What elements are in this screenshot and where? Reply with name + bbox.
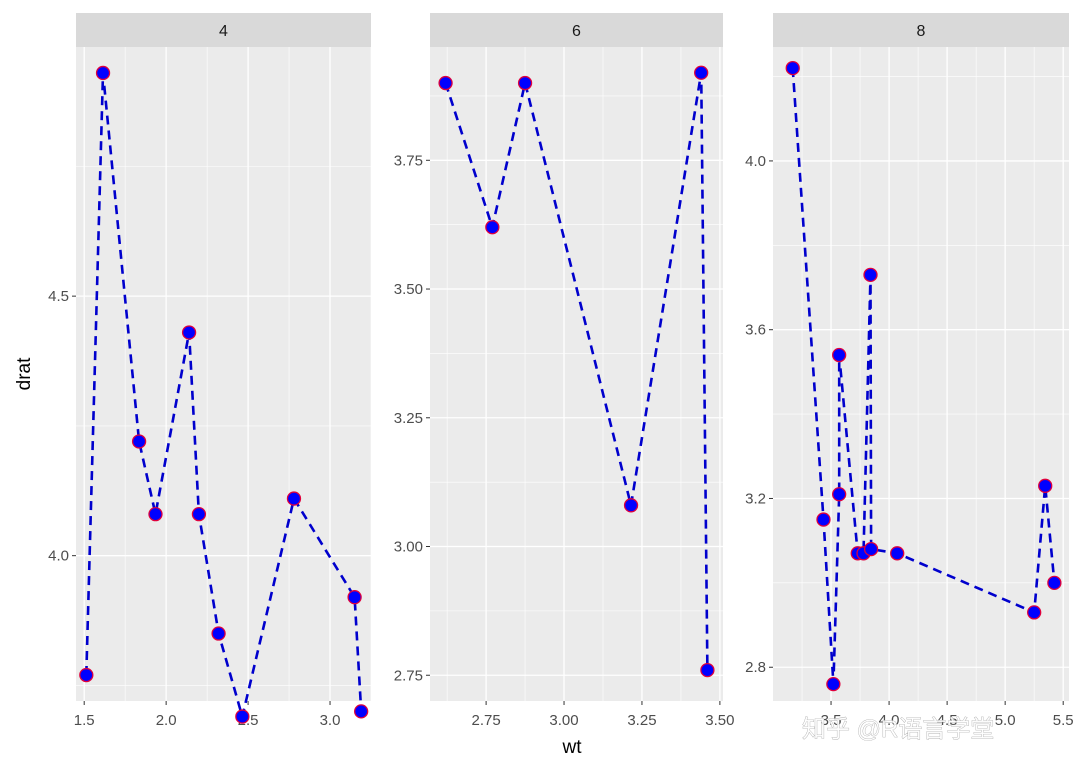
y-tick-label: 4.5 [48,288,69,305]
watermark-text: 知乎 @R语言学堂 [802,716,994,743]
data-point [863,541,879,557]
x-tick-label: 4.5 [937,712,958,729]
x-tick-label: 3.00 [549,712,578,729]
facet-strip-bg [773,13,1069,47]
panel-background [430,47,723,701]
data-point [863,267,878,282]
facet-strip-bg [430,13,723,47]
y-tick-label: 3.2 [745,490,766,507]
y-tick-label: 3.6 [745,322,766,339]
y-axis-title: drat [14,357,35,390]
series-line-drat [444,71,709,671]
data-point [347,590,362,605]
facet-strip-label: 8 [917,23,926,40]
facet-strip-label: 6 [572,23,581,40]
data-point [438,75,453,91]
facet-panel-8: 8 3.5 4.0 4.5 5.0 5.5 2.8 3.2 3.6 4.0 [745,13,1074,729]
x-axis-title: wt [562,737,583,758]
panel-background [773,47,1069,701]
x-tick-label: 1.5 [74,712,95,729]
y-tick-label: 4.0 [745,153,766,170]
data-point [148,506,163,522]
data-point [694,65,709,80]
data-point [1027,605,1042,620]
data-point [235,709,250,724]
data-point [700,662,715,678]
data-point [286,491,302,506]
x-tick-label: 2.75 [472,712,501,729]
y-tick-label: 4.0 [48,548,69,565]
data-point [95,65,111,81]
data-point [131,434,147,449]
y-tick-label: 3.25 [394,410,423,427]
data-point [816,512,831,527]
data-point [79,667,94,683]
data-point [826,676,841,692]
x-tick-label: 4.0 [879,712,900,729]
y-tick-label: 2.8 [745,659,766,676]
x-tick-label: 3.0 [320,712,341,729]
y-tick-label: 3.50 [394,281,423,298]
x-tick-label: 5.0 [995,712,1016,729]
facet-panel-6: 6 2.75 3.00 3.25 3.50 2.75 3.00 3.25 3.50 3.75 [394,13,734,729]
data-point [211,626,226,641]
data-point [890,546,905,561]
y-tick-label: 3.00 [394,539,423,556]
facet-panel-4: 41.52.02.53.04.04.5 [48,13,372,729]
y-tick-label: 2.75 [394,667,423,684]
data-point [181,325,197,340]
data-point [832,347,847,363]
data-point [354,704,369,719]
data-point [191,506,207,522]
x-tick-label: 3.5 [821,712,842,729]
x-tick-label: 2.0 [156,712,177,729]
data-point [623,498,639,513]
x-tick-label: 3.50 [705,712,734,729]
panels-layer: 41.52.02.53.04.04.562.753.003.253.502.75… [48,13,1074,729]
data-point [832,487,847,502]
data-point [485,220,500,235]
y-tick-label: 3.75 [394,152,423,169]
facet-strip-bg [76,13,371,47]
data-point [517,75,533,91]
data-point [785,60,800,76]
x-tick-label: 3.25 [627,712,656,729]
facet-strip-label: 4 [219,23,228,40]
data-point [1047,575,1062,591]
x-tick-label: 5.5 [1053,712,1074,729]
data-point [1038,478,1053,493]
panel-background [76,47,371,701]
